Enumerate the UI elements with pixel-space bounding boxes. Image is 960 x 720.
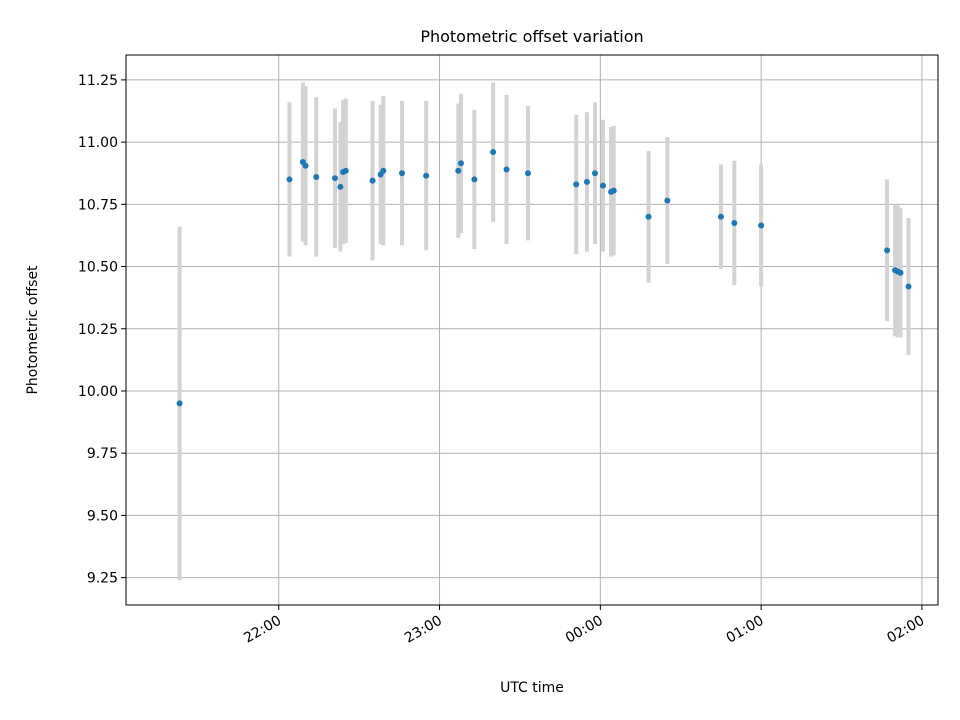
y-tick-label: 10.25 bbox=[78, 322, 118, 338]
data-point bbox=[337, 183, 344, 190]
data-point bbox=[471, 176, 478, 183]
data-point bbox=[600, 182, 607, 189]
data-point bbox=[423, 172, 430, 179]
data-point bbox=[286, 176, 293, 183]
plot-area-frame bbox=[125, 54, 939, 606]
data-point bbox=[884, 247, 891, 254]
y-tick-label: 11.25 bbox=[78, 73, 118, 89]
y-tick-label: 10.00 bbox=[78, 384, 118, 400]
y-tick-label: 10.75 bbox=[78, 197, 118, 213]
data-point bbox=[176, 400, 183, 407]
y-tick-label: 10.50 bbox=[78, 260, 118, 276]
data-point bbox=[583, 178, 590, 185]
data-point bbox=[610, 187, 617, 194]
data-point bbox=[731, 219, 738, 226]
data-point bbox=[905, 283, 912, 290]
grid-lines bbox=[126, 55, 938, 605]
data-point bbox=[332, 175, 339, 182]
y-tick-label: 9.50 bbox=[87, 508, 118, 524]
data-point bbox=[645, 213, 652, 220]
data-point bbox=[503, 166, 510, 173]
data-point bbox=[524, 170, 531, 177]
y-tick-label: 9.75 bbox=[87, 446, 118, 462]
data-point bbox=[591, 170, 598, 177]
chart-title: Photometric offset variation bbox=[420, 27, 643, 46]
data-markers bbox=[176, 149, 912, 407]
x-axis-label: UTC time bbox=[500, 680, 564, 696]
data-point bbox=[380, 167, 387, 174]
data-point bbox=[490, 149, 497, 156]
y-axis-label: Photometric offset bbox=[25, 265, 41, 395]
data-point bbox=[664, 197, 671, 204]
y-axis-ticks: 9.25 9.50 9.75 10.00 10.25 10.50 10.75 11.00 11.… bbox=[78, 73, 126, 587]
data-point bbox=[313, 173, 320, 180]
y-tick-label: 9.25 bbox=[87, 571, 118, 587]
data-point bbox=[342, 167, 349, 174]
data-point bbox=[758, 222, 765, 229]
y-tick-label: 11.00 bbox=[78, 135, 118, 151]
data-point bbox=[369, 177, 376, 184]
data-point bbox=[457, 160, 464, 167]
data-point bbox=[455, 167, 462, 174]
data-point bbox=[302, 162, 309, 169]
data-point bbox=[897, 269, 904, 276]
data-point bbox=[717, 213, 724, 220]
data-point bbox=[399, 170, 406, 177]
data-point bbox=[573, 181, 580, 188]
